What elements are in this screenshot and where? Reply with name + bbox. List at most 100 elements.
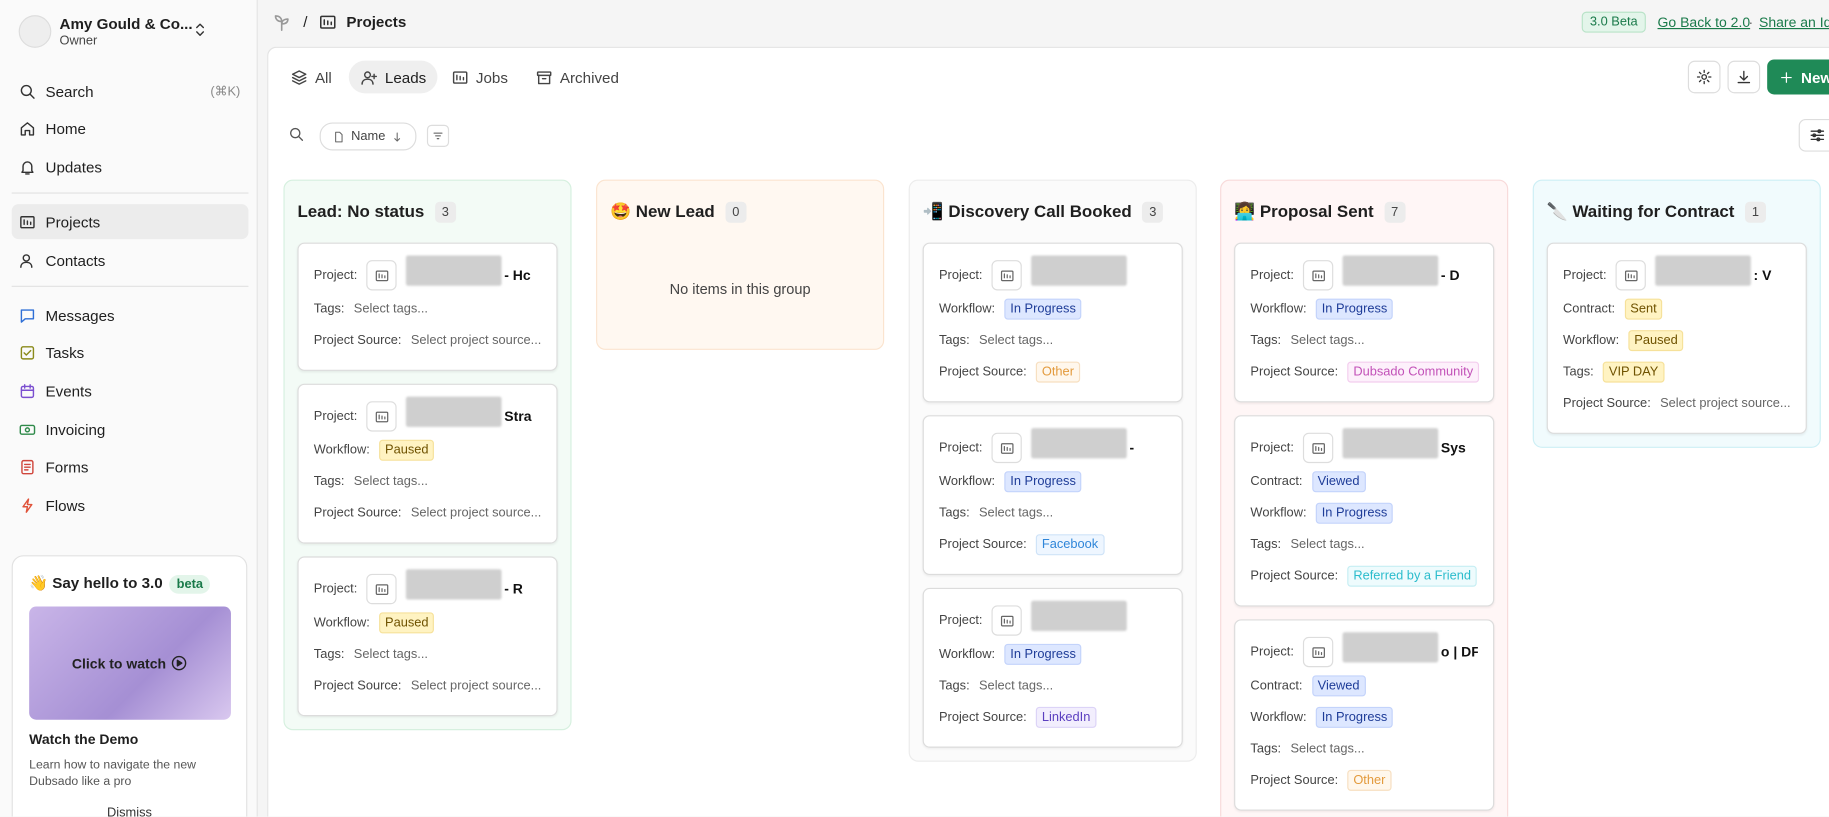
status-badge[interactable]: Other [1347, 769, 1392, 791]
tab[interactable]: Archived [524, 61, 631, 94]
tab-label: Archived [559, 68, 619, 86]
tab[interactable]: Jobs [440, 61, 520, 94]
status-badge[interactable]: In Progress [1315, 502, 1394, 524]
column-header: 👩‍💻 Proposal Sent 7 [1234, 181, 1494, 243]
status-badge[interactable]: Sent [1624, 298, 1663, 320]
field-label: Tags: [1250, 333, 1282, 348]
placeholder[interactable]: Select project source... [410, 505, 542, 520]
status-badge[interactable]: Viewed [1311, 470, 1366, 492]
placeholder[interactable]: Select tags... [978, 678, 1054, 693]
icon [536, 70, 552, 84]
nav-item[interactable]: Projects [11, 204, 249, 240]
search-icon[interactable] [288, 126, 304, 148]
dismiss-button[interactable]: Dismiss [107, 806, 152, 817]
version-badge: 3.0 Beta [1581, 11, 1646, 33]
status-badge[interactable]: In Progress [1315, 706, 1394, 728]
sort-pill[interactable]: Name [319, 122, 417, 151]
filter-button[interactable] [426, 124, 450, 147]
project-card[interactable]: Project: o | DFY Contract: Viewed Workflow: I… [1234, 619, 1495, 811]
status-badge[interactable]: In Progress [1315, 298, 1394, 320]
project-icon [366, 401, 397, 432]
project-icon [1303, 432, 1334, 464]
field-label: Project Source: [1250, 364, 1339, 379]
placeholder[interactable]: Select project source... [410, 333, 542, 348]
nav-item[interactable]: Tasks [12, 335, 249, 370]
promo-description: Learn how to navigate the new Dubsado li… [29, 758, 197, 789]
field-label: Tags: [938, 678, 970, 693]
nav-item[interactable]: Events [12, 373, 249, 408]
video-thumbnail[interactable]: Click to watch [29, 606, 231, 720]
card-field: Workflow: In Progress [1250, 701, 1477, 732]
card-field: Workflow: In Progress [1250, 293, 1477, 324]
status-badge[interactable]: Paused [1628, 329, 1684, 351]
placeholder[interactable]: Select tags... [1290, 537, 1365, 552]
status-badge[interactable]: VIP DAY [1603, 361, 1665, 383]
placeholder[interactable]: Select project source... [410, 678, 542, 693]
placeholder[interactable]: Select tags... [978, 505, 1054, 520]
account-switcher[interactable] [191, 21, 208, 44]
placeholder[interactable]: Select tags... [353, 474, 428, 489]
project-card[interactable]: Project: Stra Workflow: Paused Tags: Select t… [297, 383, 558, 544]
status-badge[interactable]: Facebook [1036, 533, 1105, 555]
nav-item[interactable]: Messages [12, 297, 249, 332]
status-badge[interactable]: LinkedIn [1036, 706, 1097, 728]
field-label: Tags: [938, 333, 970, 348]
icon [172, 655, 187, 671]
tab[interactable]: All [279, 61, 344, 94]
placeholder[interactable]: Select tags... [353, 301, 428, 316]
project-card[interactable]: Project: - R Workflow: Paused Tags: Select ta… [297, 556, 558, 717]
card-field: Tags: Select tags... [314, 465, 541, 496]
link-separator: · [1748, 13, 1754, 31]
column-title: Lead: No status [297, 202, 425, 222]
project-card[interactable]: Project: - Workflow: In Progress Tags: Select… [922, 415, 1183, 576]
nav-item[interactable]: Search (⌘K) [12, 73, 249, 108]
status-badge[interactable]: Dubsado Community [1347, 361, 1479, 383]
new-button[interactable]: New [1767, 59, 1829, 95]
status-badge[interactable]: Paused [379, 439, 435, 461]
nav-item[interactable]: Updates [12, 149, 249, 184]
placeholder[interactable]: Select tags... [978, 333, 1054, 348]
project-card[interactable]: Project: Workflow: In Progress Tags: Select … [922, 242, 1183, 403]
project-card[interactable]: Project:: V Contract: Sent Workflow: Paused T… [1546, 242, 1807, 434]
placeholder[interactable]: Select tags... [1290, 741, 1365, 756]
status-badge[interactable]: Other [1036, 361, 1080, 383]
tab-label: Jobs [475, 68, 508, 86]
project-card[interactable]: Project: - Hc Tags: Select tags... Project S… [297, 242, 558, 371]
promo-title: 👋 Say hello to 3.0 beta [29, 574, 211, 594]
project-icon [991, 605, 1023, 636]
link[interactable]: Go Back to 2.0 [1657, 13, 1751, 31]
icon-button[interactable] [1687, 60, 1721, 94]
status-badge[interactable]: In Progress [1004, 298, 1082, 320]
card-field: Contract: Viewed [1250, 670, 1477, 701]
tab[interactable]: Leads [348, 60, 438, 94]
placeholder[interactable]: Select tags... [353, 646, 428, 661]
field-label: Project: [1250, 268, 1294, 283]
icon-button[interactable] [1727, 60, 1761, 94]
status-badge[interactable]: In Progress [1004, 643, 1082, 665]
nav-item[interactable]: Home [12, 111, 249, 146]
view-settings[interactable] [1798, 118, 1829, 152]
link[interactable]: Share an Idea [1759, 13, 1829, 31]
placeholder[interactable]: Select tags... [1290, 333, 1365, 348]
card-field: Project:: V [1563, 255, 1790, 293]
nav-item[interactable]: Flows [12, 488, 249, 523]
status-badge[interactable]: Viewed [1311, 674, 1366, 696]
project-card[interactable]: Project: - D Workflow: In Progress Tags: Sele… [1234, 242, 1495, 403]
project-card[interactable]: Project: Sys Contract: Viewed Workflow: In Pr… [1234, 415, 1495, 607]
redacted-name [406, 255, 502, 286]
breadcrumb-separator: / [303, 12, 308, 31]
column-header: Lead: No status 3 [297, 181, 557, 243]
nav-item[interactable]: Forms [12, 449, 249, 484]
nav-item[interactable]: Invoicing [12, 412, 249, 447]
status-badge[interactable]: In Progress [1004, 470, 1082, 492]
field-label: Tags: [1250, 741, 1282, 756]
status-badge[interactable]: Referred by a Friend [1347, 565, 1477, 587]
field-label: Project Source: [313, 333, 402, 348]
project-card[interactable]: Project: Workflow: In Progress Tags: Select … [922, 587, 1183, 748]
nav-item[interactable]: Contacts [12, 243, 249, 278]
logo[interactable] [272, 13, 292, 39]
placeholder[interactable]: Select project source... [1660, 396, 1791, 411]
status-badge[interactable]: Paused [379, 611, 435, 633]
card-field: Tags: Select tags... [939, 670, 1166, 701]
field-label: Tags: [938, 505, 970, 520]
